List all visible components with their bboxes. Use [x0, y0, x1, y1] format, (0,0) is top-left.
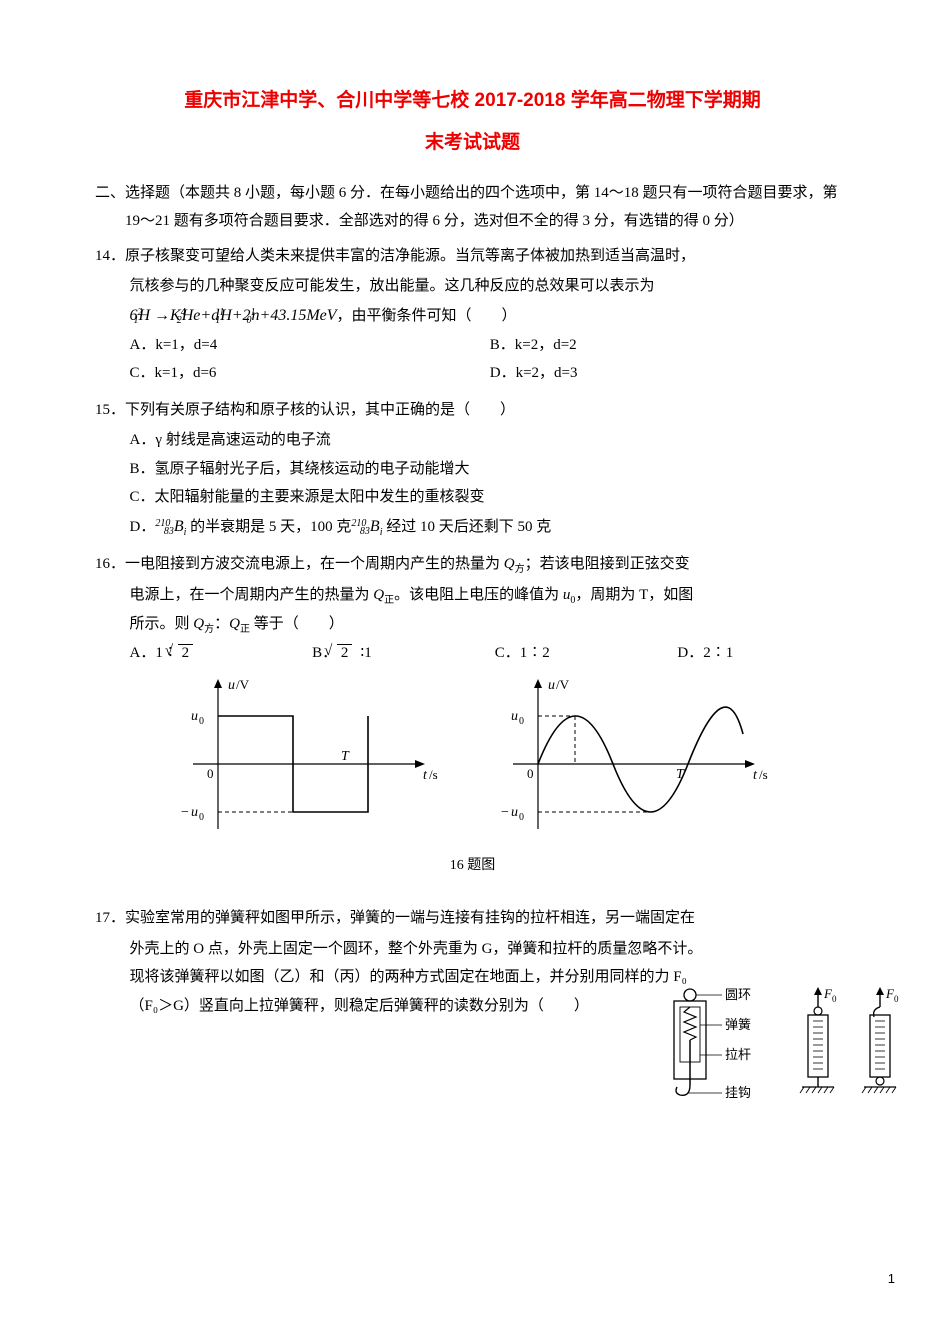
svg-text:圆环: 圆环 — [725, 987, 751, 1002]
question-16: 16．一电阻接到方波交流电源上，在一个周期内产生的热量为 Q方；若该电阻接到正弦… — [95, 550, 850, 879]
q16-caption: 16 题图 — [95, 853, 850, 880]
svg-text:−: − — [181, 805, 189, 820]
q15-stem: 下列有关原子结构和原子核的认识，其中正确的是（ ） — [125, 402, 515, 418]
q15-opt-d: D．210 83Bi 的半衰期是 5 天，100 克210 83Bi 经过 10… — [95, 512, 850, 542]
q16-opt-a: A．1∶ 2 √ — [130, 639, 303, 668]
q17-num: 17． — [95, 910, 125, 926]
q17-fig-yi-bing: F0 — [790, 985, 920, 1110]
svg-text:u: u — [228, 678, 235, 693]
svg-text:0: 0 — [832, 994, 837, 1004]
q14-opt-a: A．k=1，d=4 — [130, 331, 490, 360]
svg-text:/s: /s — [759, 767, 768, 782]
question-14: 14．原子核聚变可望给人类未来提供丰富的洁净能源。当氘等离子体被加热到适当高温时… — [95, 242, 850, 388]
q14-formula-tail: ，由平衡条件可知（ ） — [337, 308, 517, 324]
svg-text:0: 0 — [207, 766, 214, 781]
svg-text:−: − — [501, 805, 509, 820]
q14-opt-b: B．k=2，d=2 — [490, 331, 850, 360]
question-17: 17．实验室常用的弹簧秤如图甲所示，弹簧的一端与连接有挂钩的拉杆相连，另一端固定… — [95, 904, 850, 1020]
q17-fig-jia: 圆环 弹簧 拉杆 挂钩 — [660, 985, 780, 1110]
svg-text:u: u — [511, 805, 518, 820]
svg-text:u: u — [191, 805, 198, 820]
svg-text:/V: /V — [236, 677, 250, 692]
svg-text:u: u — [511, 709, 518, 724]
svg-text:弹簧: 弹簧 — [725, 1017, 751, 1032]
q16-num: 16． — [95, 556, 125, 572]
svg-text:0: 0 — [894, 994, 899, 1004]
q16-opt-d: D．2∶1 — [677, 639, 850, 668]
svg-text:u: u — [191, 709, 198, 724]
svg-text:0: 0 — [519, 812, 524, 823]
q15-opt-b: B．氢原子辐射光子后，其绕核运动的电子动能增大 — [95, 455, 850, 484]
svg-text:拉杆: 拉杆 — [725, 1047, 751, 1062]
title-line-2: 末考试试题 — [425, 132, 520, 153]
svg-text:0: 0 — [199, 812, 204, 823]
svg-text:u: u — [548, 678, 555, 693]
q15-opt-a: A．γ 射线是高速运动的电子流 — [95, 426, 850, 455]
svg-text:/s: /s — [429, 767, 438, 782]
svg-text:0: 0 — [519, 716, 524, 727]
q14-opt-d: D．k=2，d=3 — [490, 359, 850, 388]
q14-stem-1: 原子核聚变可望给人类未来提供丰富的洁净能源。当氘等离子体被加热到适当高温时， — [125, 248, 695, 264]
svg-text:t: t — [423, 768, 428, 783]
section-instructions: 二、选择题（本题共 8 小题，每小题 6 分．在每小题给出的四个选项中，第 14… — [95, 179, 850, 236]
svg-text:0: 0 — [199, 716, 204, 727]
q16-square-wave-chart: u/V t/s u0 −u0 0 T — [163, 674, 453, 849]
q14-formula: 621H →K42He+d11H+210n+43.15MeV — [130, 307, 337, 324]
q16-opt-b: B． 2 √∶1 — [312, 639, 485, 668]
svg-text:挂钩: 挂钩 — [725, 1085, 751, 1100]
svg-text:t: t — [753, 768, 758, 783]
page-number: 1 — [888, 1267, 895, 1292]
q15-opt-c: C．太阳辐射能量的主要来源是太阳中发生的重核裂变 — [95, 483, 850, 512]
q14-stem-2: 氘核参与的几种聚变反应可能发生，放出能量。这几种反应的总效果可以表示为 — [95, 272, 850, 301]
q14-num: 14． — [95, 248, 125, 264]
title-line-1: 重庆市江津中学、合川中学等七校 2017-2018 学年高二物理下学期期 — [184, 90, 760, 111]
q16-opt-c: C．1∶2 — [495, 639, 668, 668]
q15-num: 15． — [95, 402, 125, 418]
q14-opt-c: C．k=1，d=6 — [130, 359, 490, 388]
svg-text:/V: /V — [556, 677, 570, 692]
q16-sine-wave-chart: u/V t/s u0 −u0 0 T — [483, 674, 783, 849]
question-15: 15．下列有关原子结构和原子核的认识，其中正确的是（ ） A．γ 射线是高速运动… — [95, 396, 850, 542]
svg-text:T: T — [341, 749, 350, 764]
svg-text:0: 0 — [527, 766, 534, 781]
